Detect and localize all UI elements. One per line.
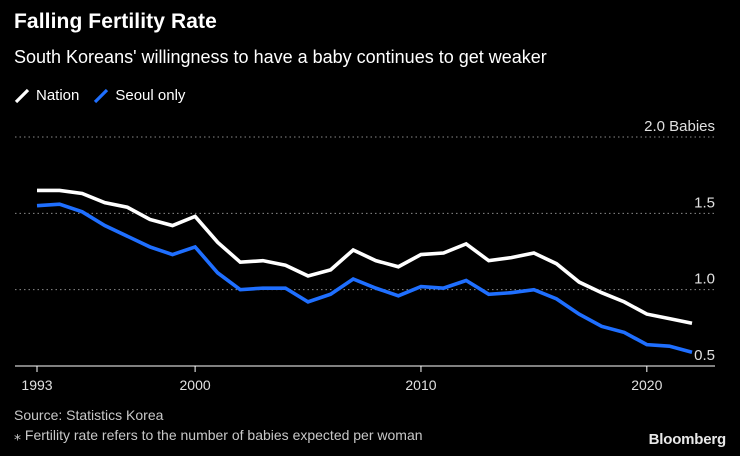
bloomberg-logo: Bloomberg bbox=[648, 431, 727, 448]
series-line-nation bbox=[37, 188, 693, 326]
chart-title: Falling Fertility Rate bbox=[14, 10, 217, 33]
slash-swatch-icon bbox=[94, 88, 109, 103]
legend-label-seoul: Seoul only bbox=[115, 87, 186, 104]
footnote: ⁎ Fertility rate refers to the number of… bbox=[14, 427, 423, 443]
legend-label-nation: Nation bbox=[36, 87, 80, 104]
x-tick-label: 2000 bbox=[180, 377, 211, 393]
legend: Nation Seoul only bbox=[14, 87, 199, 104]
x-tick-label: 2020 bbox=[631, 377, 662, 393]
legend-item-seoul: Seoul only bbox=[93, 87, 185, 104]
chart-subtitle: South Koreans' willingness to have a bab… bbox=[14, 47, 547, 67]
y-tick-label: 2.0 Babies bbox=[644, 118, 715, 135]
y-tick-label: 0.5 bbox=[694, 347, 715, 364]
y-tick-label: 1.0 bbox=[694, 271, 715, 288]
x-tick-label: 2010 bbox=[405, 377, 436, 393]
y-tick-label: 1.5 bbox=[694, 194, 715, 211]
source-note: Source: Statistics Korea bbox=[14, 407, 164, 423]
slash-swatch-icon bbox=[14, 88, 30, 103]
x-tick-label: 1993 bbox=[21, 377, 52, 393]
series-line-seoul bbox=[36, 202, 693, 354]
legend-item-nation: Nation bbox=[14, 87, 79, 104]
